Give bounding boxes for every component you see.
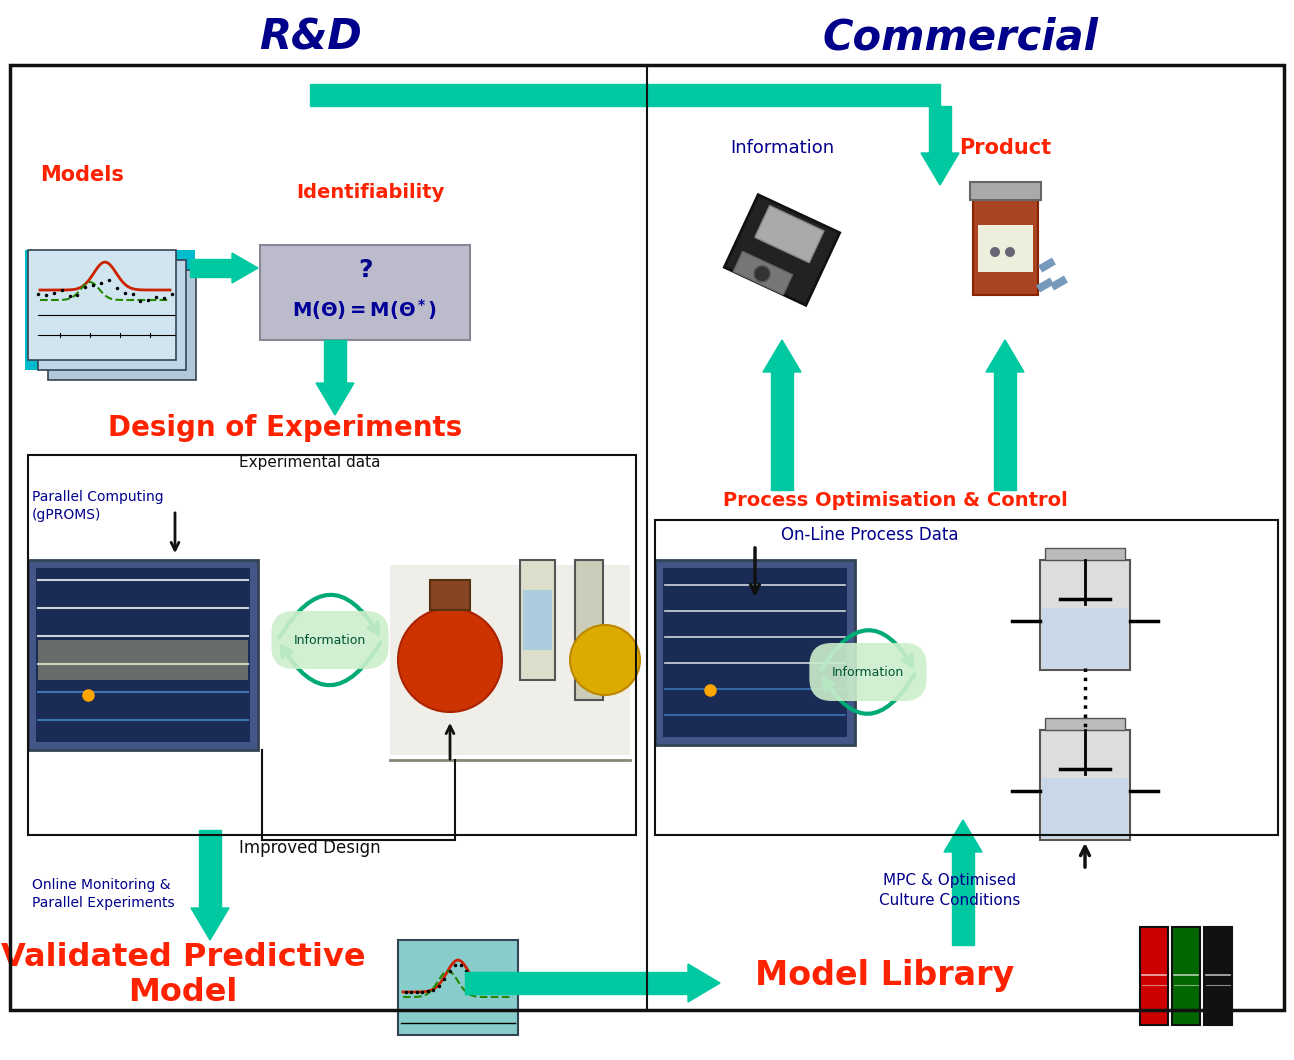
Bar (1036, 278, 1053, 293)
Polygon shape (192, 908, 229, 940)
Bar (655, 560, 855, 745)
Circle shape (754, 266, 770, 282)
Bar (28, 560, 258, 750)
Text: Model Library: Model Library (756, 958, 1014, 991)
Bar (994, 372, 1016, 490)
Bar (1042, 777, 1128, 838)
Bar (973, 200, 1038, 295)
Polygon shape (232, 253, 258, 283)
Bar (725, 195, 840, 305)
Polygon shape (316, 383, 355, 416)
Bar (754, 206, 824, 263)
Bar (190, 259, 232, 277)
Bar (1038, 258, 1056, 272)
Bar (575, 560, 603, 700)
Text: Information: Information (294, 634, 366, 647)
Text: Product: Product (959, 138, 1051, 158)
Circle shape (990, 247, 1000, 257)
Bar (771, 372, 793, 490)
Bar (970, 182, 1040, 200)
Bar (1049, 276, 1068, 290)
Text: $\mathbf{M(\Theta)=M(\Theta^*)}$: $\mathbf{M(\Theta)=M(\Theta^*)}$ (292, 298, 437, 322)
Text: MPC & Optimised
Culture Conditions: MPC & Optimised Culture Conditions (880, 873, 1021, 907)
Bar (523, 590, 553, 650)
Text: R&D: R&D (259, 17, 361, 59)
Bar (430, 580, 470, 610)
Text: Parallel Computing
(gPROMS): Parallel Computing (gPROMS) (32, 490, 163, 523)
Bar (929, 106, 951, 153)
Text: Commercial: Commercial (822, 17, 1097, 59)
Bar (655, 520, 1278, 835)
Bar (199, 830, 221, 908)
Bar (48, 270, 195, 379)
Bar (399, 940, 518, 1035)
Bar (25, 250, 195, 370)
Text: On-Line Process Data: On-Line Process Data (782, 526, 959, 544)
Text: Design of Experiments: Design of Experiments (107, 414, 462, 442)
Text: Models: Models (40, 165, 124, 186)
Text: Process Optimisation & Control: Process Optimisation & Control (722, 491, 1068, 510)
Bar (1203, 928, 1232, 1025)
Circle shape (569, 625, 641, 695)
Text: Experimental data: Experimental data (239, 455, 380, 470)
Polygon shape (688, 964, 719, 1002)
Polygon shape (986, 340, 1024, 372)
Text: Information: Information (730, 139, 835, 157)
Bar (1042, 607, 1128, 668)
Bar (1040, 730, 1130, 840)
Polygon shape (945, 820, 982, 852)
Text: Improved Design: Improved Design (239, 840, 380, 856)
Bar (520, 560, 555, 681)
Bar (324, 340, 345, 383)
Text: Identifiability: Identifiability (296, 182, 444, 201)
Circle shape (1005, 247, 1014, 257)
Bar (36, 568, 250, 742)
Bar (38, 640, 248, 681)
Bar (734, 251, 792, 295)
Polygon shape (921, 153, 959, 186)
Bar (389, 565, 630, 755)
Text: Online Monitoring &
Parallel Experiments: Online Monitoring & Parallel Experiments (32, 878, 175, 911)
Polygon shape (763, 340, 801, 372)
Text: Validated Predictive
Model: Validated Predictive Model (1, 942, 365, 1008)
Bar (311, 84, 939, 106)
Bar (978, 225, 1033, 272)
Text: ?: ? (357, 258, 373, 282)
Bar (663, 568, 848, 737)
Bar (10, 65, 1284, 1010)
Bar (28, 250, 176, 360)
Bar (260, 245, 470, 340)
Circle shape (399, 608, 502, 712)
Bar (1046, 718, 1124, 730)
Text: Information: Information (832, 666, 905, 678)
Bar (1040, 560, 1130, 670)
Bar (952, 852, 974, 946)
Bar (28, 455, 635, 835)
Bar (1172, 928, 1200, 1025)
Bar (465, 972, 688, 994)
Bar (38, 260, 186, 370)
Bar (1046, 548, 1124, 560)
Bar (1140, 928, 1168, 1025)
